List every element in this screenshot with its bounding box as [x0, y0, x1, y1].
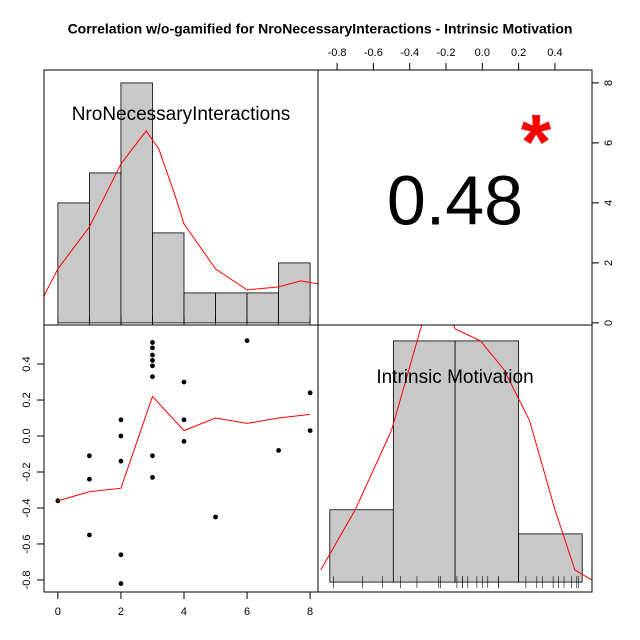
panel [44, 82, 318, 325]
y-tick-label: 0 [603, 320, 615, 326]
point [150, 374, 155, 380]
point [150, 358, 155, 363]
point [244, 338, 250, 344]
y-tick-label: -0.4 [21, 498, 33, 517]
x-tick-label: 0.2 [511, 47, 526, 59]
point [276, 448, 281, 453]
x-tick-label: -0.6 [364, 47, 383, 59]
point [87, 476, 92, 482]
y-tick-label: 4 [603, 200, 615, 206]
x-tick-label: 4 [181, 606, 187, 618]
y-tick-label: -0.8 [21, 570, 33, 589]
smooth-line [57, 395, 311, 502]
variable-label: NroNecessaryInteractions [72, 104, 291, 125]
y-tick-label: -0.6 [21, 534, 33, 553]
y-tick-label: -0.2 [21, 463, 33, 482]
x-tick-label: 8 [307, 606, 313, 618]
x-tick-label: 2 [118, 606, 124, 618]
bar [183, 292, 216, 324]
bar [120, 82, 153, 324]
x-tick-label: 0.4 [547, 47, 562, 59]
x-tick-label: -0.4 [400, 47, 419, 59]
density-curve [44, 130, 318, 297]
bar [518, 533, 583, 583]
point [87, 453, 92, 459]
x-tick-label: -0.8 [328, 47, 347, 59]
y-tick-label: 6 [603, 140, 615, 146]
x-tick-label: 0.0 [475, 47, 490, 59]
x-tick-label: 0 [55, 606, 61, 618]
point [55, 498, 61, 504]
y-tick-label: 0.4 [21, 356, 33, 371]
bar [278, 262, 311, 324]
y-tick-label: 0.0 [21, 428, 33, 443]
point [87, 532, 92, 538]
significance-star: * [521, 98, 552, 186]
variable-label: Intrinsic Motivation [376, 367, 533, 388]
point [118, 552, 124, 558]
point [307, 428, 313, 434]
y-tick-label: 8 [603, 80, 615, 86]
y-tick-label: 0.2 [21, 392, 33, 407]
bar [152, 232, 185, 324]
point [150, 363, 155, 369]
panel [55, 338, 313, 586]
bar [246, 292, 279, 324]
point [213, 514, 218, 520]
point [150, 352, 155, 358]
x-tick-label: 6 [244, 606, 250, 618]
point [118, 581, 124, 586]
bar [89, 172, 122, 324]
chart-title: Correlation w/o-gamified for NroNecessar… [68, 21, 573, 37]
bar [454, 340, 520, 583]
panel-border [43, 324, 319, 593]
point [150, 345, 155, 351]
point [118, 458, 124, 464]
point [181, 439, 187, 444]
point [118, 417, 124, 423]
point [307, 390, 313, 396]
point [118, 433, 124, 439]
point [150, 453, 155, 459]
correlation-value: 0.48 [387, 161, 523, 239]
panel-border [317, 324, 593, 593]
panel [320, 325, 592, 589]
bar [57, 202, 90, 324]
bar [329, 509, 394, 583]
density-curve [320, 325, 592, 581]
point [150, 474, 155, 480]
point [181, 379, 187, 385]
bar [392, 340, 456, 583]
point [150, 340, 155, 345]
y-tick-label: 2 [603, 260, 615, 266]
x-tick-label: -0.2 [437, 47, 456, 59]
point [181, 417, 187, 423]
bar [215, 292, 248, 324]
